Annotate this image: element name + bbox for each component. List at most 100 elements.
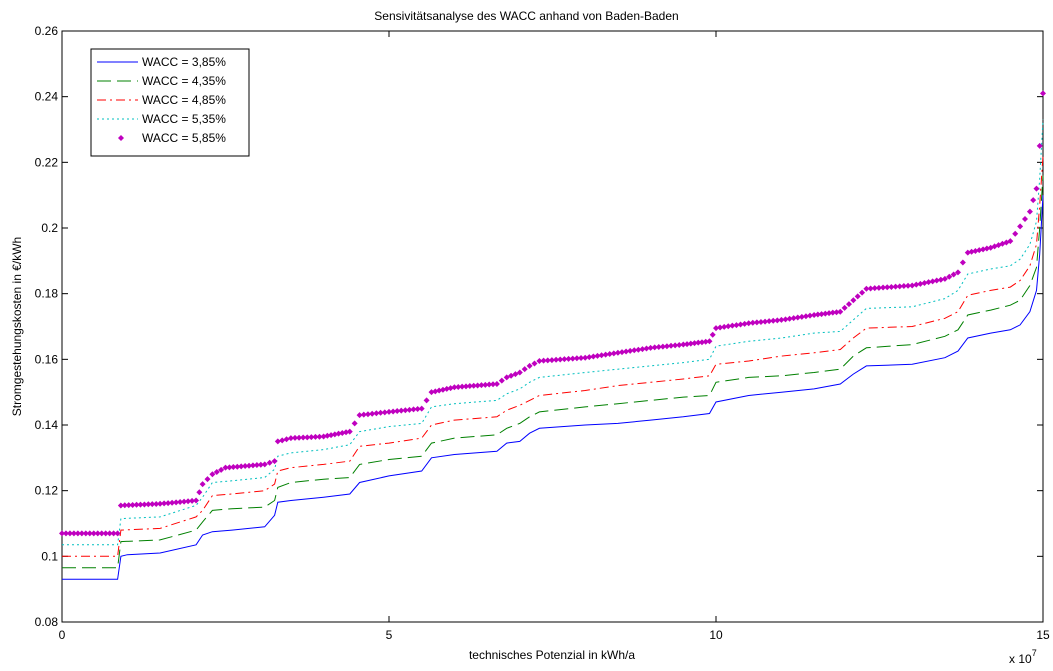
- series-marker: [627, 347, 634, 354]
- series-marker: [905, 282, 912, 289]
- series-marker: [822, 310, 829, 317]
- series-marker: [62, 530, 69, 537]
- series-marker: [687, 340, 694, 347]
- series-marker: [950, 271, 957, 278]
- legend: WACC = 3,85% WACC = 4,35% WACC = 4,85% WACC…: [90, 48, 250, 157]
- series-marker: [582, 354, 589, 361]
- series-marker: [141, 501, 148, 508]
- series-marker: [770, 317, 777, 324]
- y-tick-label: 0.2: [41, 221, 58, 235]
- series-marker: [871, 285, 878, 292]
- series-marker: [540, 357, 547, 364]
- series-marker: [859, 289, 866, 296]
- series-marker: [749, 319, 756, 326]
- series-marker: [737, 321, 744, 328]
- series-marker: [59, 530, 65, 537]
- series-marker: [296, 434, 303, 441]
- series-marker: [631, 347, 638, 354]
- series-585: [59, 90, 1046, 537]
- series-marker: [733, 322, 740, 329]
- series-marker: [66, 530, 73, 537]
- series-marker: [888, 283, 895, 290]
- series-marker: [165, 500, 172, 507]
- series-marker: [364, 411, 371, 418]
- series-marker: [213, 469, 220, 476]
- series-marker: [398, 407, 405, 414]
- series-marker: [246, 462, 253, 469]
- series-marker: [811, 312, 818, 319]
- series-marker: [884, 284, 891, 291]
- series-marker: [331, 431, 338, 438]
- series-marker: [121, 502, 128, 509]
- y-tick-label: 0.16: [35, 352, 59, 366]
- series-marker: [98, 530, 105, 537]
- series-marker: [557, 356, 564, 363]
- series-marker: [766, 318, 773, 325]
- legend-marker: [118, 135, 124, 141]
- series-line: [62, 155, 1044, 557]
- series-marker: [610, 350, 617, 357]
- series-marker: [586, 354, 593, 361]
- series-marker: [672, 342, 679, 349]
- series-marker: [1022, 215, 1029, 222]
- series-marker: [90, 530, 97, 537]
- series-marker: [1026, 208, 1033, 215]
- series-layer: [59, 90, 1046, 580]
- series-line: [62, 175, 1044, 569]
- series-marker: [659, 343, 666, 350]
- series-marker: [794, 314, 801, 321]
- series-marker: [196, 489, 203, 496]
- series-marker: [402, 407, 409, 414]
- y-tick-label: 0.14: [35, 418, 59, 432]
- series-marker: [807, 312, 814, 319]
- series-marker: [503, 374, 510, 381]
- series-marker: [913, 281, 920, 288]
- series-marker: [74, 530, 81, 537]
- series-marker: [921, 279, 928, 286]
- series-marker: [377, 409, 384, 416]
- series-marker: [598, 352, 605, 359]
- series-marker: [466, 383, 473, 390]
- series-marker: [287, 435, 294, 442]
- series-marker: [1036, 142, 1043, 149]
- series-marker: [741, 320, 748, 327]
- series-marker: [181, 498, 188, 505]
- series-marker: [802, 313, 809, 320]
- series-marker: [189, 497, 196, 504]
- series-marker: [709, 331, 716, 338]
- series-marker: [680, 341, 687, 348]
- series-marker: [717, 324, 724, 331]
- legend-label: WACC = 4,85%: [142, 93, 226, 107]
- series-marker: [351, 420, 358, 427]
- y-tick-label: 0.08: [35, 615, 59, 629]
- series-marker: [757, 318, 764, 325]
- series-marker: [702, 338, 709, 345]
- series-marker: [941, 275, 948, 282]
- series-marker: [125, 502, 132, 509]
- series-line: [62, 195, 1044, 580]
- series-marker: [177, 498, 184, 505]
- series-marker: [578, 354, 585, 361]
- series-marker: [218, 466, 225, 473]
- series-marker: [892, 283, 899, 290]
- series-marker: [651, 344, 658, 351]
- series-marker: [498, 377, 505, 384]
- series-marker: [713, 325, 719, 332]
- series-marker: [880, 284, 887, 291]
- series-marker: [729, 322, 736, 329]
- y-tick-label: 0.12: [35, 484, 59, 498]
- series-marker: [316, 433, 323, 440]
- series-marker: [1012, 230, 1019, 237]
- chart-title: Sensivitätsanalyse des WACC anhand von B…: [374, 9, 678, 23]
- y-tick-label: 0.18: [35, 287, 59, 301]
- series-marker: [565, 355, 572, 362]
- x-tick-label: 5: [386, 628, 393, 642]
- series-marker: [845, 301, 852, 308]
- series-535: [62, 119, 1044, 546]
- series-marker: [1017, 223, 1024, 230]
- series-marker: [279, 437, 286, 444]
- series-marker: [394, 408, 401, 415]
- series-marker: [684, 341, 691, 348]
- series-marker: [173, 499, 180, 506]
- series-marker: [320, 433, 327, 440]
